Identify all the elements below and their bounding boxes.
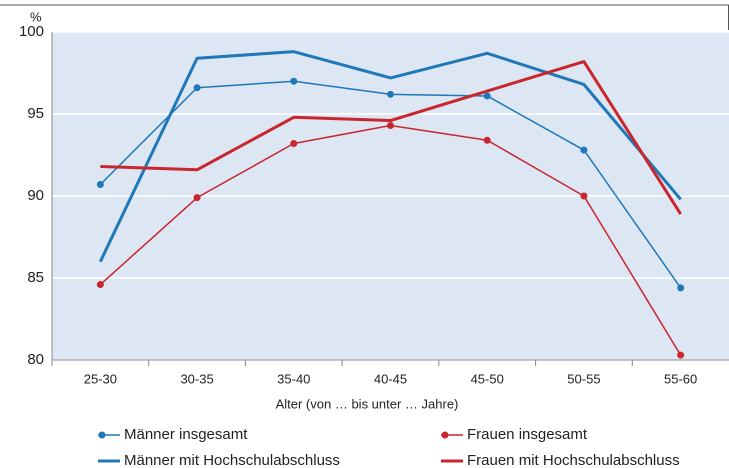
legend-label: Männer insgesamt (124, 426, 248, 443)
marker (290, 140, 298, 148)
legend-marker (441, 431, 449, 439)
y-unit-label: % (30, 9, 42, 24)
marker (193, 194, 201, 202)
legend-label: Männer mit Hochschulabschluss (124, 452, 340, 468)
marker (96, 281, 104, 289)
x-tick-label: 40-45 (374, 371, 407, 386)
legend-label: Frauen mit Hochschulabschluss (467, 452, 680, 468)
y-tick-label: 80 (27, 351, 44, 368)
marker (96, 181, 104, 189)
x-tick-label: 30-35 (180, 371, 213, 386)
x-axis-label: Alter (von … bis unter … Jahre) (276, 396, 459, 411)
marker (677, 284, 685, 292)
marker (483, 136, 491, 144)
y-tick-label: 90 (27, 187, 44, 204)
x-tick-label: 45-50 (471, 371, 504, 386)
x-tick-label: 25-30 (84, 371, 117, 386)
marker (677, 351, 685, 359)
y-tick-label: 100 (19, 23, 44, 40)
marker (387, 121, 394, 129)
x-tick-label: 35-40 (277, 371, 310, 386)
marker (483, 92, 491, 100)
y-tick-label: 95 (27, 105, 44, 122)
marker (580, 192, 588, 200)
series-line (100, 60, 682, 215)
x-tick-label: 55-60 (664, 371, 697, 386)
marker (580, 146, 588, 154)
x-tick-label: 50-55 (567, 371, 600, 386)
series-line (99, 50, 682, 263)
marker (387, 90, 394, 98)
marker (290, 77, 298, 85)
marker (193, 84, 201, 92)
legend-marker (98, 431, 106, 439)
y-tick-label: 85 (27, 269, 44, 286)
legend-label: Frauen insgesamt (467, 426, 588, 443)
